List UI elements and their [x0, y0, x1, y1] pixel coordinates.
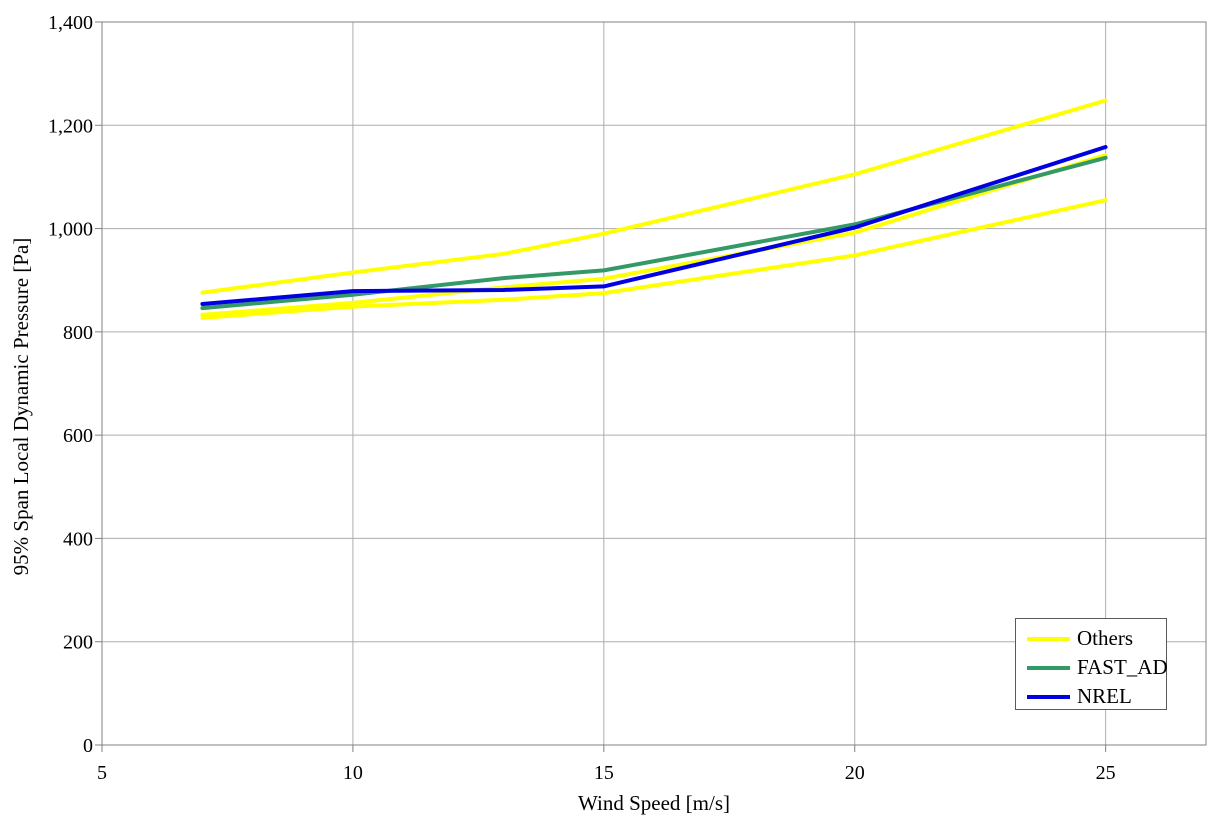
axis-ticks: [95, 21, 1107, 752]
chart-legend: Others FAST_AD NREL: [1015, 618, 1168, 711]
data-series: [200, 98, 1108, 320]
legend-label-nrel: NREL: [1077, 684, 1132, 708]
x-tick-label: 20: [845, 762, 865, 784]
legend-item-others: Others: [1027, 624, 1166, 653]
legend-item-nrel: NREL: [1027, 682, 1166, 711]
y-tick-label: 1,400: [48, 12, 93, 34]
x-tick-label: 25: [1096, 762, 1116, 784]
y-tick-label: 400: [63, 528, 93, 550]
y-axis-title: 95% Span Local Dynamic Pressure [Pa]: [9, 238, 33, 576]
legend-swatch-nrel-icon: [1027, 694, 1070, 699]
x-tick-label: 5: [97, 762, 107, 784]
y-tick-label: 800: [63, 322, 93, 344]
series-line-nrel: [200, 145, 1108, 306]
y-tick-label: 1,200: [48, 115, 93, 137]
legend-item-fast-ad: FAST_AD: [1027, 653, 1168, 682]
plot-border: [101, 21, 1207, 746]
y-tick-label: 1,000: [48, 219, 93, 241]
series-line-others-upper-: [200, 98, 1108, 295]
y-tick-label: 600: [63, 425, 93, 447]
x-axis-title: Wind Speed [m/s]: [578, 791, 730, 815]
series-line-others-lower-: [200, 198, 1108, 320]
y-tick-label: 200: [63, 632, 93, 654]
legend-swatch-fast-ad-icon: [1027, 665, 1070, 670]
x-tick-label: 10: [343, 762, 363, 784]
axis-tick-labels: 5 10 15 20 25 0 200 400 600 800 1,000 1,200 1,400: [48, 12, 1116, 784]
x-tick-label: 15: [594, 762, 614, 784]
legend-label-fast-ad: FAST_AD: [1077, 655, 1168, 679]
y-tick-label: 0: [83, 735, 93, 757]
legend-label-others: Others: [1077, 626, 1133, 650]
plot-frame: [101, 21, 1207, 746]
series-line-others-middle-: [200, 153, 1108, 317]
legend-swatch-others-icon: [1027, 636, 1070, 641]
